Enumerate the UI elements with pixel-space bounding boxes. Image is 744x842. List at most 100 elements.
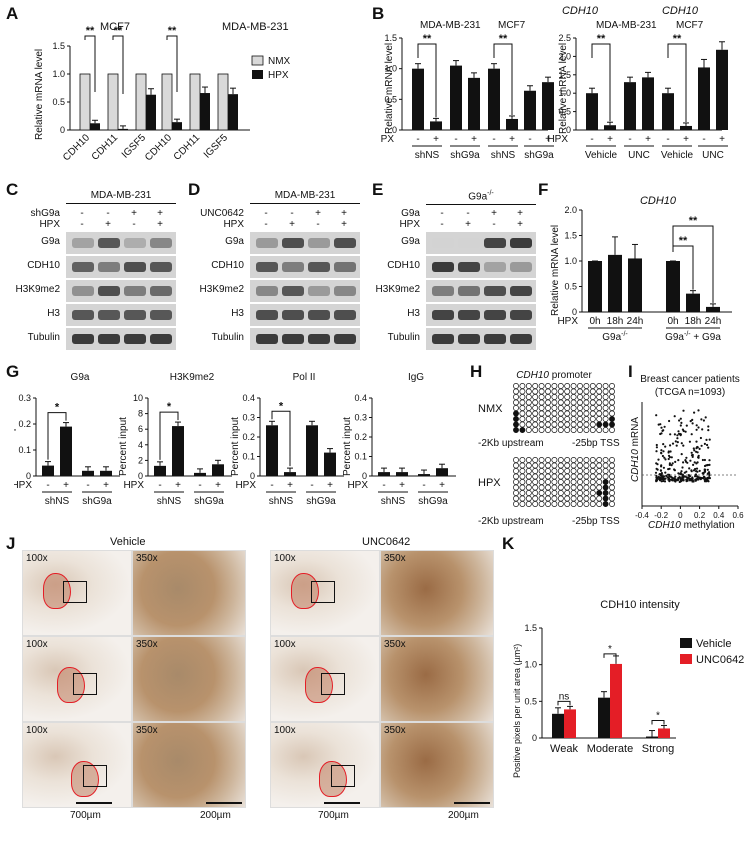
data-point [660,480,663,483]
cpg-unmethylated [545,495,551,502]
category-label: Moderate [587,743,633,755]
data-point [684,430,687,433]
blot-band [124,286,146,296]
panel-f-title: CDH10 [640,195,677,207]
data-point [688,440,691,443]
blot-band [256,238,278,248]
data-point [703,480,707,483]
y-tick-label: 0.1 [354,452,367,462]
panel-h-title-suffix: promoter [549,370,592,381]
cpg-unmethylated [519,501,526,507]
cpg-unmethylated [564,388,571,395]
cpg-unmethylated [577,394,583,400]
cpg-unmethylated [609,399,615,406]
significance-marker: * [656,710,660,721]
cpg-unmethylated [551,421,558,428]
panel-i-title-1: Breast cancer patients [640,374,740,385]
micrograph-low-mag: 100x [22,636,132,722]
data-point [706,443,709,447]
category-label: Strong [642,743,674,755]
bar [100,470,112,476]
cpg-unmethylated [570,473,577,480]
data-point [680,470,683,473]
condition-nmx: NMX [478,403,503,415]
hpx-label: HPX [347,480,368,491]
treatment-sign: + [517,208,523,219]
bar-nmx [217,73,229,131]
cpg-unmethylated [513,388,519,395]
significance-marker: ns [559,691,570,702]
data-point [658,473,661,476]
data-point [698,447,701,450]
cpg-unmethylated [609,405,615,411]
bar-hpx [228,94,238,130]
cpg-unmethylated [525,427,532,433]
cpg-unmethylated [551,468,558,474]
blot-band [458,310,480,320]
data-point [690,433,693,436]
cpg-unmethylated [570,468,577,474]
cpg-unmethylated [583,457,590,463]
cpg-unmethylated [532,405,539,411]
data-point [662,478,665,481]
micrograph-low-mag: 100x [270,722,380,808]
blot-band [458,334,480,344]
cpg-unmethylated [596,399,603,406]
axis-left-nmx: -2Kb upstream [478,438,544,449]
cpg-unmethylated [538,484,545,491]
data-point [674,460,677,463]
data-point [697,456,700,459]
y-tick-label: 0.3 [354,413,367,423]
micrograph-high-mag: 350x [380,636,494,722]
y-tick-label: 0.1 [18,445,31,455]
data-point [670,476,674,479]
blot-strip [250,328,360,350]
hpx-label: HPX [547,134,568,145]
treatment-sign: - [290,208,294,219]
data-point [674,475,677,478]
y-tick-label: 0 [26,471,31,481]
timepoint-label: 18h [607,316,624,327]
data-point [679,433,682,436]
blot-band [256,262,278,272]
cpg-unmethylated [519,421,526,428]
treatment-row-label: HPX [399,219,420,230]
condition-label: UNC [628,150,650,161]
cpg-unmethylated [570,427,577,433]
y-axis-label: Percent input [230,417,241,476]
blot-band [308,310,330,320]
data-point [660,464,663,467]
data-point [663,425,666,428]
data-point [662,475,666,478]
panel-i-scatter: Breast cancer patients (TCGA n=1093) CDH… [630,374,744,531]
condition-label: shNS [491,150,516,161]
band-label: CDH10 [387,260,420,271]
blot-band [484,286,506,296]
significance-bracket [159,411,179,460]
panel-h-title-gene: CDH10 [516,370,549,381]
data-point [696,475,699,478]
bar [82,470,94,476]
i-ylabel-gene: CDH10 [630,449,641,482]
sign-label: + [175,480,181,491]
cpg-unmethylated [532,490,539,496]
data-point [692,469,696,472]
data-point [696,470,699,473]
scale-bar-label: 700µm [70,810,101,821]
cpg-unmethylated [596,405,603,411]
cpg-unmethylated [557,495,564,502]
cpg-unmethylated [583,495,590,502]
group-label-superscript: -/- [684,331,691,338]
blot-band [484,334,506,344]
significance-bracket [493,43,513,115]
scale-bar-low [76,802,112,804]
bar-vehicle [646,736,658,738]
cpg-unmethylated [570,405,577,411]
condition-label: Vehicle [585,150,618,161]
cpg-unmethylated [577,473,583,480]
cpg-unmethylated [577,405,583,411]
cpg-unmethylated [583,462,590,469]
blot-band [432,262,454,272]
treatment-sign: + [341,208,347,219]
data-point [659,469,663,472]
